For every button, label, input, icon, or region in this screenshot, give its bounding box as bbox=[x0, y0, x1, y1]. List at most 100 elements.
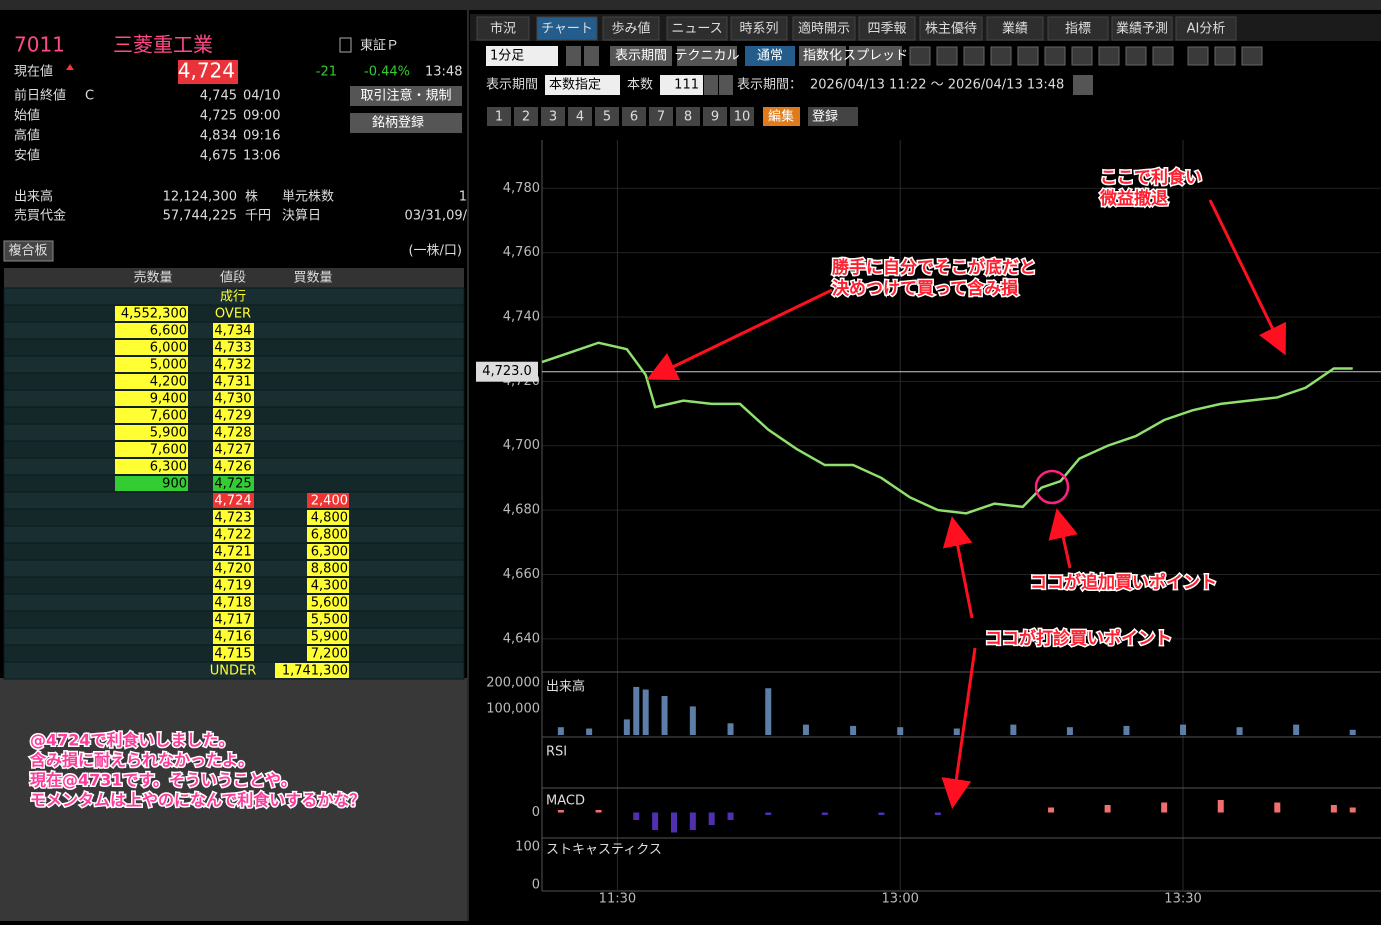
volume-bar bbox=[897, 727, 904, 735]
price: OVER bbox=[215, 307, 251, 322]
macd-bar bbox=[1161, 802, 1168, 813]
page-button bbox=[676, 107, 700, 126]
page-label: 4 bbox=[576, 110, 584, 125]
macd-bar bbox=[652, 812, 659, 830]
page-label: 10 bbox=[734, 110, 751, 125]
stat-value: 03/31,09/ bbox=[404, 209, 467, 224]
annotation: ココが追加買いポイント bbox=[1030, 572, 1217, 593]
macd-bar bbox=[1330, 805, 1337, 813]
tab[interactable] bbox=[602, 16, 660, 41]
detail-value: 4,725 bbox=[200, 109, 237, 124]
volume-bar bbox=[642, 689, 649, 735]
toolbar-button-label: テクニカル bbox=[674, 49, 739, 64]
annotation: 微益撤退 bbox=[1099, 188, 1168, 209]
page-label: 3 bbox=[549, 110, 557, 125]
macd-bar bbox=[708, 812, 715, 825]
buy-qty: 7,200 bbox=[311, 647, 348, 662]
stat-value: 1 bbox=[459, 190, 467, 205]
board-title: 複合板 bbox=[8, 243, 47, 259]
buy-cell bbox=[307, 510, 349, 525]
sell-qty: 6,300 bbox=[150, 460, 187, 475]
chart: 4,6404,6604,6804,7004,7204,7404,7604,780… bbox=[476, 140, 1381, 907]
volume-bar bbox=[1010, 724, 1017, 735]
sell-qty: 7,600 bbox=[150, 409, 187, 424]
sell-cell bbox=[115, 425, 188, 440]
price: 4,722 bbox=[214, 528, 251, 543]
macd-bar bbox=[821, 812, 828, 815]
page-button bbox=[703, 107, 727, 126]
tab-label: 時系列 bbox=[739, 22, 778, 37]
price: 4,721 bbox=[214, 545, 251, 560]
board-header bbox=[4, 268, 464, 288]
tab-label: 株主優待 bbox=[925, 22, 977, 37]
y-tick-label: 4,740 bbox=[503, 310, 540, 325]
volume-bar bbox=[765, 688, 772, 735]
page-label: 2 bbox=[522, 110, 530, 125]
price: 4,731 bbox=[214, 375, 251, 390]
price-cell bbox=[213, 527, 254, 542]
price: 4,730 bbox=[214, 392, 251, 407]
price-label: 4,723.0 bbox=[482, 364, 532, 379]
pane-label: MACD bbox=[546, 794, 585, 809]
stock-name: 三菱重工業 bbox=[113, 33, 213, 57]
board-unit: (一株/口) bbox=[408, 244, 462, 259]
price-cell bbox=[213, 646, 254, 661]
volume-bar bbox=[1066, 727, 1073, 735]
tab[interactable] bbox=[1047, 16, 1109, 41]
tab[interactable] bbox=[666, 16, 728, 41]
volume-bar bbox=[727, 723, 734, 735]
stat-label: 売買代金 bbox=[14, 208, 66, 224]
tab[interactable] bbox=[858, 16, 916, 41]
buy-qty: 1,741,300 bbox=[282, 664, 348, 679]
pane-label: 出来高 bbox=[546, 679, 585, 695]
buy-qty: 2,400 bbox=[311, 494, 348, 509]
detail-value: 4,675 bbox=[200, 149, 237, 164]
toolbar-button bbox=[610, 46, 672, 66]
tool-icon bbox=[936, 46, 958, 66]
buy-cell bbox=[307, 544, 349, 559]
sell-cell bbox=[115, 408, 188, 423]
edit-button bbox=[763, 107, 800, 126]
stat-label: 単元株数 bbox=[282, 189, 334, 205]
tab[interactable] bbox=[730, 16, 788, 41]
note-line: @4724で利食いしました。 bbox=[30, 731, 235, 750]
register-label: 登録 bbox=[812, 110, 838, 125]
annotation: 決めつけて買って含み損 bbox=[832, 278, 1019, 299]
tab[interactable] bbox=[536, 16, 598, 41]
note-line: 現在@4731です。そういうことや。 bbox=[30, 771, 297, 790]
price-label-box bbox=[476, 361, 538, 382]
buy-cell bbox=[307, 561, 349, 576]
buy-qty: 6,300 bbox=[311, 545, 348, 560]
tool-icon bbox=[1187, 46, 1209, 66]
tab[interactable] bbox=[1175, 16, 1237, 41]
tool-icon bbox=[909, 46, 931, 66]
tab[interactable] bbox=[476, 16, 530, 41]
price: 4,719 bbox=[214, 579, 251, 594]
price-cell bbox=[213, 340, 254, 355]
current-time: 13:48 bbox=[425, 65, 462, 80]
tab[interactable] bbox=[792, 16, 856, 41]
sell-qty: 6,600 bbox=[150, 324, 187, 339]
price: 4,726 bbox=[214, 460, 251, 475]
page-label: 1 bbox=[495, 110, 503, 125]
page-label: 7 bbox=[657, 110, 665, 125]
price-cell bbox=[213, 493, 254, 508]
tab-label: 歩み値 bbox=[611, 21, 650, 37]
tab[interactable] bbox=[919, 16, 983, 41]
tab[interactable] bbox=[986, 16, 1044, 41]
count-input bbox=[660, 75, 703, 95]
detail-label: 始値 bbox=[14, 108, 40, 124]
annotation-arrows bbox=[646, 199, 1286, 809]
price: 4,727 bbox=[214, 443, 251, 458]
price-cell bbox=[213, 476, 254, 491]
period-select bbox=[545, 75, 620, 95]
sell-qty: 5,900 bbox=[150, 426, 187, 441]
macd-bar bbox=[1048, 807, 1055, 813]
detail-time: 09:00 bbox=[243, 109, 280, 124]
stat-unit: 千円 bbox=[245, 209, 271, 224]
macd-bar bbox=[878, 812, 885, 815]
macd-tick-label: 0 bbox=[532, 805, 540, 820]
buy-cell bbox=[307, 527, 349, 542]
tab[interactable] bbox=[1111, 16, 1173, 41]
